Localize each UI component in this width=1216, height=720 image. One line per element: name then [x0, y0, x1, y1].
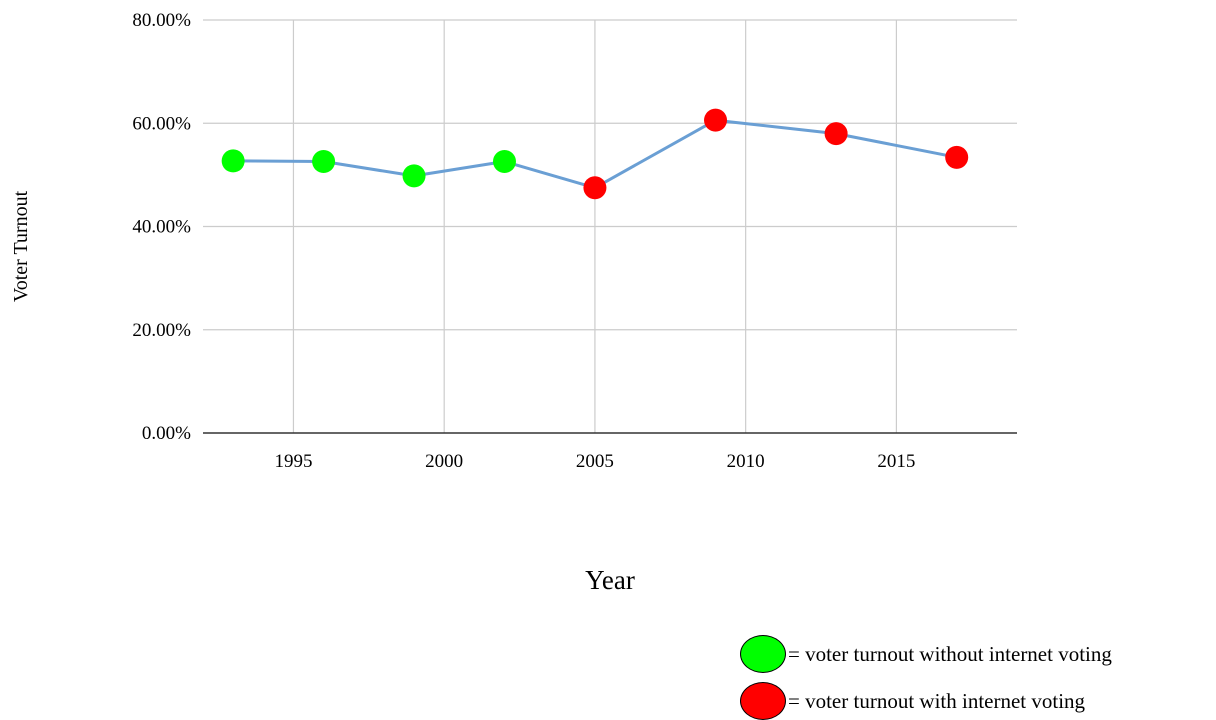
x-tick-label: 2010 — [727, 451, 765, 472]
series-layer — [233, 118, 957, 190]
red-circle-icon — [740, 682, 786, 720]
x-tick-label: 2015 — [877, 451, 915, 472]
legend-item-without-internet: = voter turnout without internet voting — [740, 635, 1112, 673]
data-points — [221, 108, 969, 200]
y-tick-label: 20.00% — [132, 320, 191, 341]
y-tick-label: 60.00% — [132, 113, 191, 134]
data-point — [402, 164, 426, 188]
y-tick-label: 80.00% — [132, 10, 191, 31]
data-point — [704, 108, 728, 132]
y-tick-label: 40.00% — [132, 217, 191, 238]
legend-label-without-internet: = voter turnout without internet voting — [788, 641, 1112, 666]
y-tick-label: 0.00% — [142, 423, 191, 444]
x-tick-label: 2000 — [425, 451, 463, 472]
series-line — [233, 118, 957, 190]
data-point — [583, 176, 607, 200]
x-tick-label: 1995 — [274, 451, 312, 472]
legend-label-with-internet: = voter turnout with internet voting — [788, 688, 1086, 713]
green-circle-icon — [740, 635, 786, 673]
grid-lines — [203, 19, 1017, 433]
legend-item-with-internet: = voter turnout with internet voting — [740, 682, 1085, 720]
data-point — [492, 149, 516, 173]
data-point — [824, 122, 848, 146]
x-axis-title: Year — [585, 565, 635, 595]
y-axis-title: Voter Turnout — [10, 190, 32, 302]
data-point — [945, 145, 969, 169]
tick-labels: 0.00% 20.00% 40.00% 60.00% 80.00% 1995 2000 200… — [132, 10, 915, 472]
data-point — [312, 149, 336, 173]
x-tick-label: 2005 — [576, 451, 614, 472]
data-point — [221, 149, 245, 173]
